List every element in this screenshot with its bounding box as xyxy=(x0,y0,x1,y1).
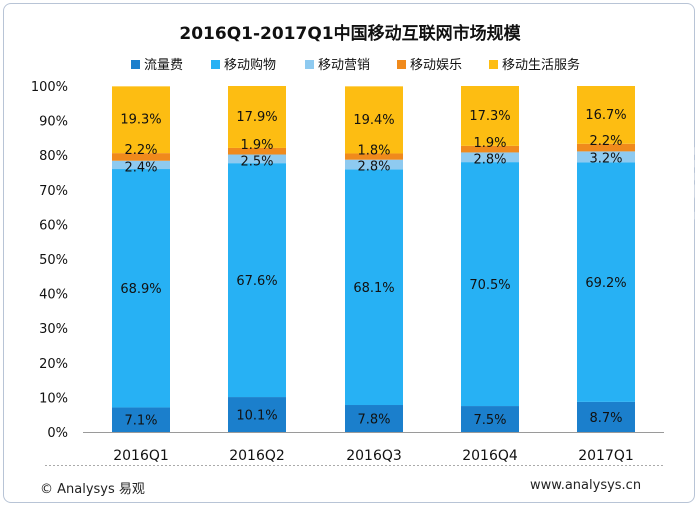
bar-stack: 10.1% 67.6% 2.5% 1.9% 17.9% xyxy=(228,86,286,432)
data-label: 2.5% xyxy=(240,155,273,170)
data-label: 19.3% xyxy=(120,113,161,128)
bar-segment xyxy=(228,86,286,148)
bar-segment xyxy=(228,397,286,432)
bar-segment xyxy=(228,154,286,164)
data-label: 2.8% xyxy=(473,152,506,167)
y-tick-label: 30% xyxy=(39,322,68,337)
bar-segment xyxy=(461,406,519,432)
x-tick-label: 2017Q1 xyxy=(578,448,634,464)
data-label: 3.2% xyxy=(589,151,622,166)
bar-segment xyxy=(345,405,403,432)
bar-segment xyxy=(461,152,519,163)
bar-stack: 7.1% 68.9% 2.4% 2.2% 19.3% xyxy=(112,86,170,432)
data-label: 8.7% xyxy=(589,411,622,426)
bar-segment xyxy=(228,147,286,155)
data-label: 10.1% xyxy=(236,409,277,424)
y-tick-label: 40% xyxy=(39,288,68,303)
chart-title: 2016Q1-2017Q1中国移动互联网市场规模 xyxy=(179,23,521,44)
bar-segment xyxy=(112,407,170,432)
bar-segment xyxy=(345,159,403,170)
legend-item: 移动生活服务 xyxy=(489,57,580,73)
bar-stack: 7.5% 70.5% 2.8%1.9% 17.3% xyxy=(461,86,519,432)
data-label: 7.5% xyxy=(473,413,506,428)
bar-segment xyxy=(461,162,519,407)
bar-segment xyxy=(345,86,403,154)
bar-segment xyxy=(112,86,170,154)
data-label: 1.9% xyxy=(473,136,506,151)
data-label: 17.3% xyxy=(469,109,510,124)
bar-segment xyxy=(112,169,170,408)
bar-segment xyxy=(345,153,403,160)
y-axis: 0% 10% 20% 30% 40% 50% 60% 70% 80% 90% 100% xyxy=(31,80,68,441)
data-label: 17.9% xyxy=(236,110,277,125)
legend-swatch xyxy=(211,60,220,69)
x-tick-label: 2016Q4 xyxy=(462,448,518,464)
x-tick-label: 2016Q1 xyxy=(113,448,169,464)
bar-segment xyxy=(577,401,635,432)
legend-swatch xyxy=(305,60,314,69)
legend-item: 流量费 xyxy=(131,58,183,73)
y-tick-label: 10% xyxy=(39,391,68,406)
bar-segment xyxy=(461,145,519,153)
legend-label: 移动生活服务 xyxy=(502,57,580,73)
data-label: 67.6% xyxy=(236,274,277,289)
data-label: 2.2% xyxy=(124,143,157,158)
bar-segment xyxy=(345,169,403,406)
bar-segment xyxy=(577,162,635,402)
legend-item: 移动购物 xyxy=(211,57,276,73)
x-tick-label: 2016Q3 xyxy=(346,448,402,464)
legend-label: 移动购物 xyxy=(224,57,276,73)
y-tick-label: 80% xyxy=(39,149,68,164)
bar-segment xyxy=(577,86,635,144)
bar-segment xyxy=(112,153,170,161)
legend-label: 流量费 xyxy=(144,58,183,73)
data-label: 70.5% xyxy=(469,278,510,293)
y-tick-label: 0% xyxy=(47,426,68,441)
bar-segment xyxy=(112,160,170,170)
bar-stack: 8.7% 69.2% 3.2% 2.2% 16.7% xyxy=(577,86,635,432)
legend-label: 移动娱乐 xyxy=(410,58,462,73)
data-label: 2.4% xyxy=(124,161,157,176)
legend-swatch xyxy=(397,60,406,69)
data-label: 68.1% xyxy=(353,281,394,296)
data-label: 7.1% xyxy=(124,414,157,429)
y-tick-label: 70% xyxy=(39,184,68,199)
bar-segment xyxy=(228,163,286,398)
y-tick-label: 50% xyxy=(39,253,68,268)
legend-swatch xyxy=(131,60,140,69)
data-label: 16.7% xyxy=(585,108,626,123)
data-label: 1.9% xyxy=(240,138,273,153)
legend-item: 移动娱乐 xyxy=(397,58,462,73)
data-label: 7.8% xyxy=(357,413,390,428)
y-tick-label: 100% xyxy=(31,80,68,95)
bars: 7.1% 68.9% 2.4% 2.2% 19.3% 10.1% 67.6% 2.5% 1.9%… xyxy=(112,86,635,432)
footer-copyright: © Analysys 易观 xyxy=(40,482,145,497)
data-label: 19.4% xyxy=(353,113,394,128)
bar-segment xyxy=(577,143,635,152)
bar-segment xyxy=(577,151,635,163)
footer-website[interactable]: www.analysys.cn xyxy=(530,478,642,493)
legend-label: 移动营销 xyxy=(318,58,370,73)
bar-segment xyxy=(461,86,519,146)
x-axis: 2016Q1 2016Q2 2016Q3 2016Q4 2017Q1 xyxy=(45,432,664,466)
x-tick-label: 2016Q2 xyxy=(229,448,285,464)
legend: 流量费 移动购物 移动营销 移动娱乐 移动生活服务 xyxy=(131,57,580,73)
y-tick-label: 20% xyxy=(39,357,68,372)
data-label: 2.8% xyxy=(357,160,390,175)
data-label: 68.9% xyxy=(120,282,161,297)
data-label: 1.8% xyxy=(357,143,390,158)
data-label: 2.2% xyxy=(589,134,622,149)
y-tick-label: 90% xyxy=(39,115,68,130)
data-label: 69.2% xyxy=(585,276,626,291)
legend-swatch xyxy=(489,60,498,69)
y-tick-label: 60% xyxy=(39,218,68,233)
bar-stack: 7.8% 68.1% 2.8% 1.8% 19.4% xyxy=(345,86,403,432)
legend-item: 移动营销 xyxy=(305,58,370,73)
